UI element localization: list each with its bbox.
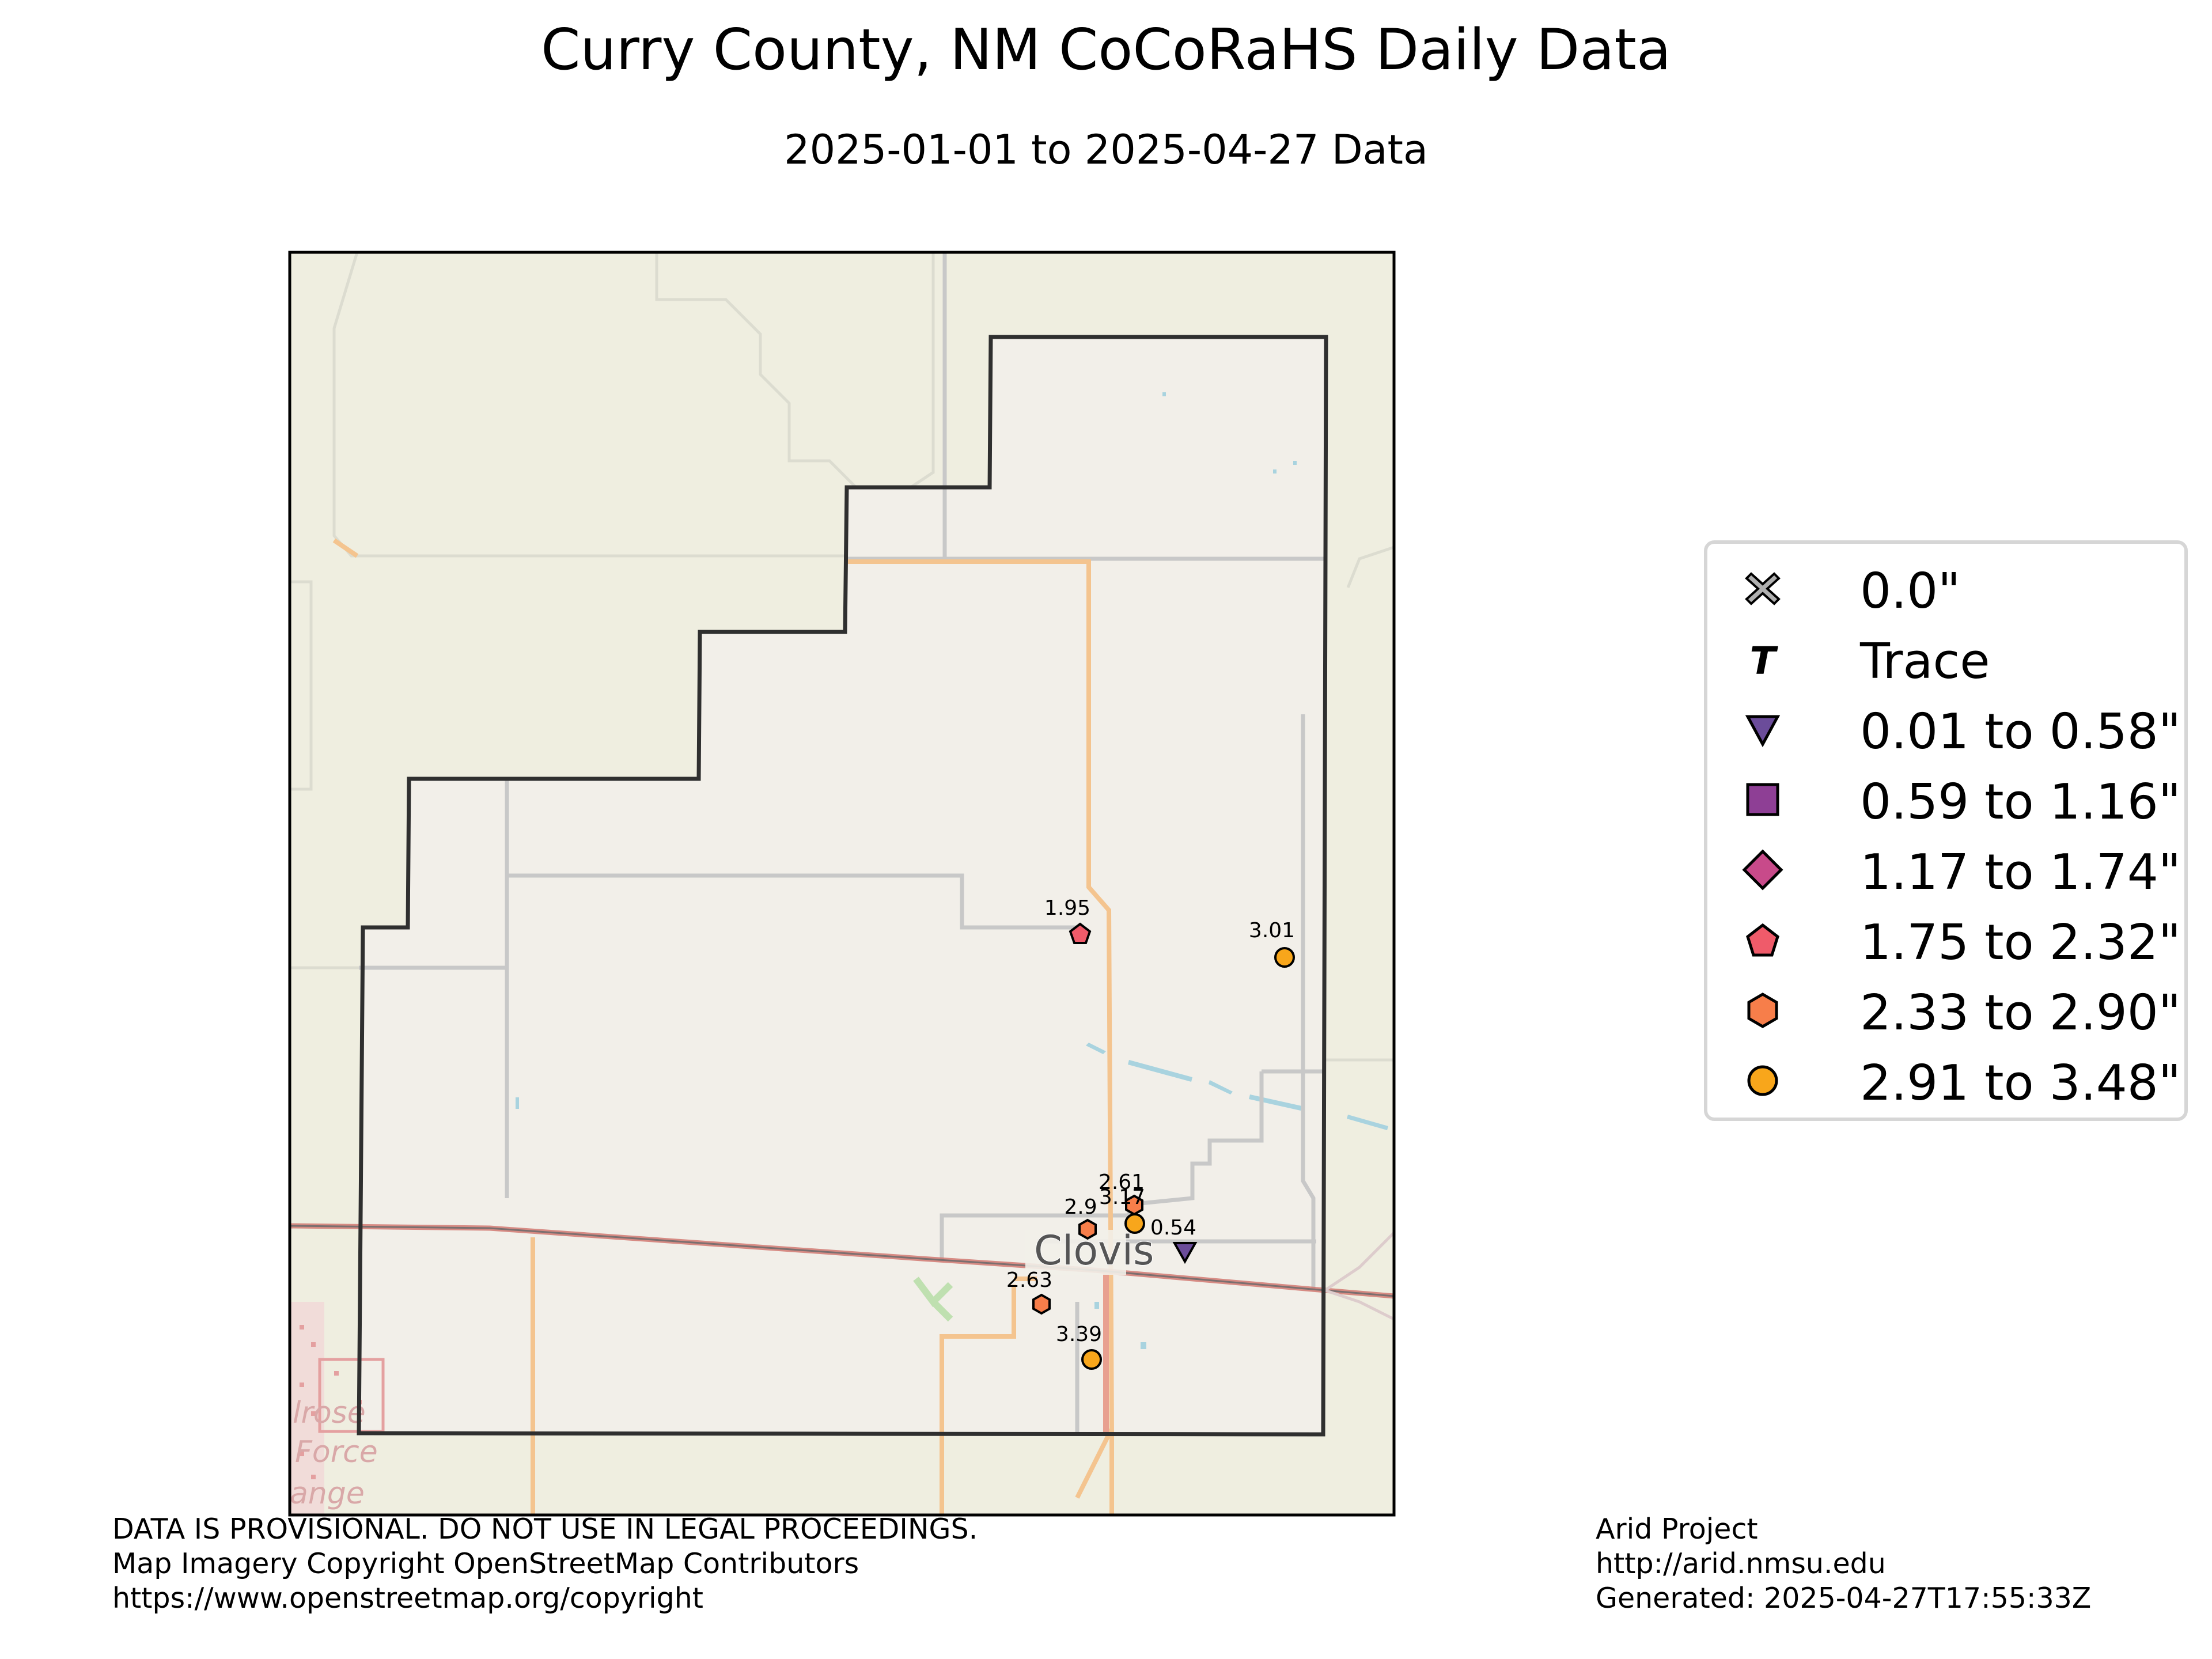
basemap-label-force: Force <box>295 1435 378 1469</box>
station-marker-0-54 <box>1172 1242 1198 1264</box>
footer-line: DATA IS PROVISIONAL. DO NOT USE IN LEGAL… <box>112 1513 978 1546</box>
legend-label: 0.59 to 1.16" <box>1860 774 2181 831</box>
county-boundary <box>357 335 1328 1437</box>
station-label-2-9: 2.9 <box>1064 1195 1097 1219</box>
legend-label: 0.0" <box>1860 563 1961 620</box>
water-features <box>516 392 1388 1349</box>
hexagon-icon <box>1747 993 1778 1028</box>
footer-line: https://www.openstreetmap.org/copyright <box>112 1582 704 1615</box>
legend-label: 2.91 to 3.48" <box>1860 1055 2181 1112</box>
square-icon <box>1746 783 1779 816</box>
county-fill <box>359 337 1326 1434</box>
station-marker-2-9 <box>1078 1218 1097 1240</box>
legend-label: 1.75 to 2.32" <box>1860 914 2181 971</box>
basemap: lrose Force ange Clovis <box>290 252 1394 1515</box>
legend-label: Trace <box>1860 633 1990 690</box>
station-markers <box>1032 922 1295 1370</box>
t-icon: T <box>1749 639 1778 680</box>
station-marker-1-95 <box>1069 922 1092 944</box>
footer-disclaimer: DATA IS PROVISIONAL. DO NOT USE IN LEGAL… <box>112 1512 978 1616</box>
station-label-3-17: 3.17 <box>1099 1185 1145 1209</box>
legend-label: 0.01 to 0.58" <box>1860 703 2181 760</box>
station-label-3-01: 3.01 <box>1249 919 1295 942</box>
station-marker-3-01 <box>1274 947 1295 968</box>
chart-subtitle: 2025-01-01 to 2025-04-27 Data <box>784 126 1428 173</box>
station-marker-3-39 <box>1081 1349 1102 1370</box>
basemap-label-lrose: lrose <box>293 1396 366 1430</box>
diamond-icon <box>1742 849 1783 891</box>
station-marker-3-17 <box>1124 1213 1145 1234</box>
legend-item-1-17-to-1-74: 1.17 to 1.74" <box>1707 835 2184 904</box>
legend: 0.0" T Trace 0.01 to 0.58" 0.59 to 1.16"… <box>1704 540 2188 1121</box>
station-marker-2-63 <box>1032 1293 1051 1315</box>
legend-item-0-59-to-1-16: 0.59 to 1.16" <box>1707 765 2184 834</box>
legend-item-2-33-to-2-90: 2.33 to 2.90" <box>1707 976 2184 1045</box>
melrose-range: lrose Force ange <box>290 1302 385 1515</box>
basemap-label-ange: ange <box>290 1476 365 1511</box>
legend-item-1-75-to-2-32: 1.75 to 2.32" <box>1707 906 2184 975</box>
legend-label: 1.17 to 1.74" <box>1860 844 2181 901</box>
triangle-down-icon <box>1745 715 1781 748</box>
legend-item-zero: 0.0" <box>1707 554 2184 623</box>
footer-credits: Arid Project http://arid.nmsu.edu Genera… <box>1596 1512 2091 1616</box>
place-label-clovis: Clovis <box>1034 1227 1154 1274</box>
station-label-0-54: 0.54 <box>1150 1216 1196 1240</box>
station-label-2-63: 2.63 <box>1006 1268 1052 1292</box>
legend-item-0-01-to-0-58: 0.01 to 0.58" <box>1707 695 2184 764</box>
station-label-3-39: 3.39 <box>1056 1323 1102 1346</box>
major-roads <box>332 538 1114 1515</box>
chart-title: Curry County, NM CoCoRaHS Daily Data <box>541 17 1671 83</box>
station-label-1-95: 1.95 <box>1044 896 1090 920</box>
footer-line: Map Imagery Copyright OpenStreetMap Cont… <box>112 1547 859 1580</box>
legend-item-trace: T Trace <box>1707 624 2184 694</box>
station-label-2-61: 2.61 <box>1099 1171 1145 1194</box>
legend-label: 2.33 to 2.90" <box>1860 984 2181 1041</box>
x-icon <box>1745 572 1781 605</box>
minor-roads <box>359 252 1325 1434</box>
footer-line: http://arid.nmsu.edu <box>1596 1547 1886 1580</box>
footer-line: Arid Project <box>1596 1513 1758 1546</box>
pentagon-icon <box>1746 923 1779 957</box>
legend-item-2-91-to-3-48: 2.91 to 3.48" <box>1707 1046 2184 1115</box>
svg-text:T: T <box>1749 639 1778 680</box>
circle-icon <box>1747 1065 1778 1096</box>
map-frame <box>288 251 1396 1517</box>
footer-line: Generated: 2025-04-27T17:55:33Z <box>1596 1582 2092 1615</box>
